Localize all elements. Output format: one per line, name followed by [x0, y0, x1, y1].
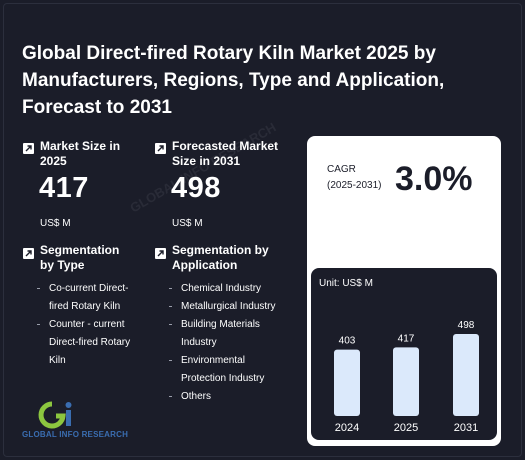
forecast-unit: US$ M: [172, 218, 203, 229]
seg-app-list: Chemical Industry Metallurgical Industry…: [169, 280, 299, 406]
bar-2025: [393, 347, 419, 416]
arrow-icon: [23, 143, 34, 154]
list-item: Metallurgical Industry: [169, 298, 299, 316]
arrow-icon: [23, 248, 34, 259]
forecast-label: Forecasted Market Size in 2031: [172, 139, 279, 168]
seg-app-label: Segmentation by Application: [172, 243, 269, 272]
bar-2024: [334, 349, 360, 416]
list-item: Co-current Direct-fired Rotary Kiln: [37, 280, 132, 316]
market-size-label: Market Size in 2025: [40, 139, 121, 168]
page-title: Global Direct-fired Rotary Kiln Market 2…: [22, 43, 445, 118]
list-item: Environmental Protection Industry: [169, 352, 279, 388]
cagr-value: 3.0%: [395, 160, 473, 198]
seg-type-label: Segmentation by Type: [40, 243, 120, 272]
x-tick-label: 2031: [454, 422, 478, 434]
list-item: Chemical Industry: [169, 280, 299, 298]
market-size-value: 417: [39, 172, 89, 204]
list-item: Counter - current Direct-fired Rotary Ki…: [37, 316, 132, 370]
forecast-value: 498: [171, 172, 221, 204]
list-item: Others: [169, 388, 299, 406]
logo-text: GLOBAL INFO RESEARCH: [22, 430, 129, 439]
chart-unit-label: Unit: US$ M: [319, 278, 373, 289]
seg-type-list: Co-current Direct-fired Rotary Kiln Coun…: [37, 280, 137, 370]
infographic-frame: [3, 3, 522, 457]
bar-value-label: 417: [398, 333, 415, 344]
company-logo: [22, 400, 94, 435]
chart-card: Unit: US$ M 403 2024 417 2025 498 2031: [311, 268, 497, 440]
bar-value-label: 403: [339, 336, 356, 347]
cagr-label: CAGR (2025-2031): [327, 164, 382, 191]
bar-chart: 403 2024 417 2025 498 2031: [334, 320, 479, 434]
arrow-icon: [155, 248, 166, 259]
list-item: Building Materials Industry: [169, 316, 274, 352]
x-tick-label: 2024: [335, 422, 359, 434]
x-tick-label: 2025: [394, 422, 418, 434]
bar-value-label: 498: [458, 320, 475, 331]
market-size-unit: US$ M: [40, 218, 71, 229]
arrow-icon: [155, 143, 166, 154]
bar-2031: [453, 334, 479, 416]
